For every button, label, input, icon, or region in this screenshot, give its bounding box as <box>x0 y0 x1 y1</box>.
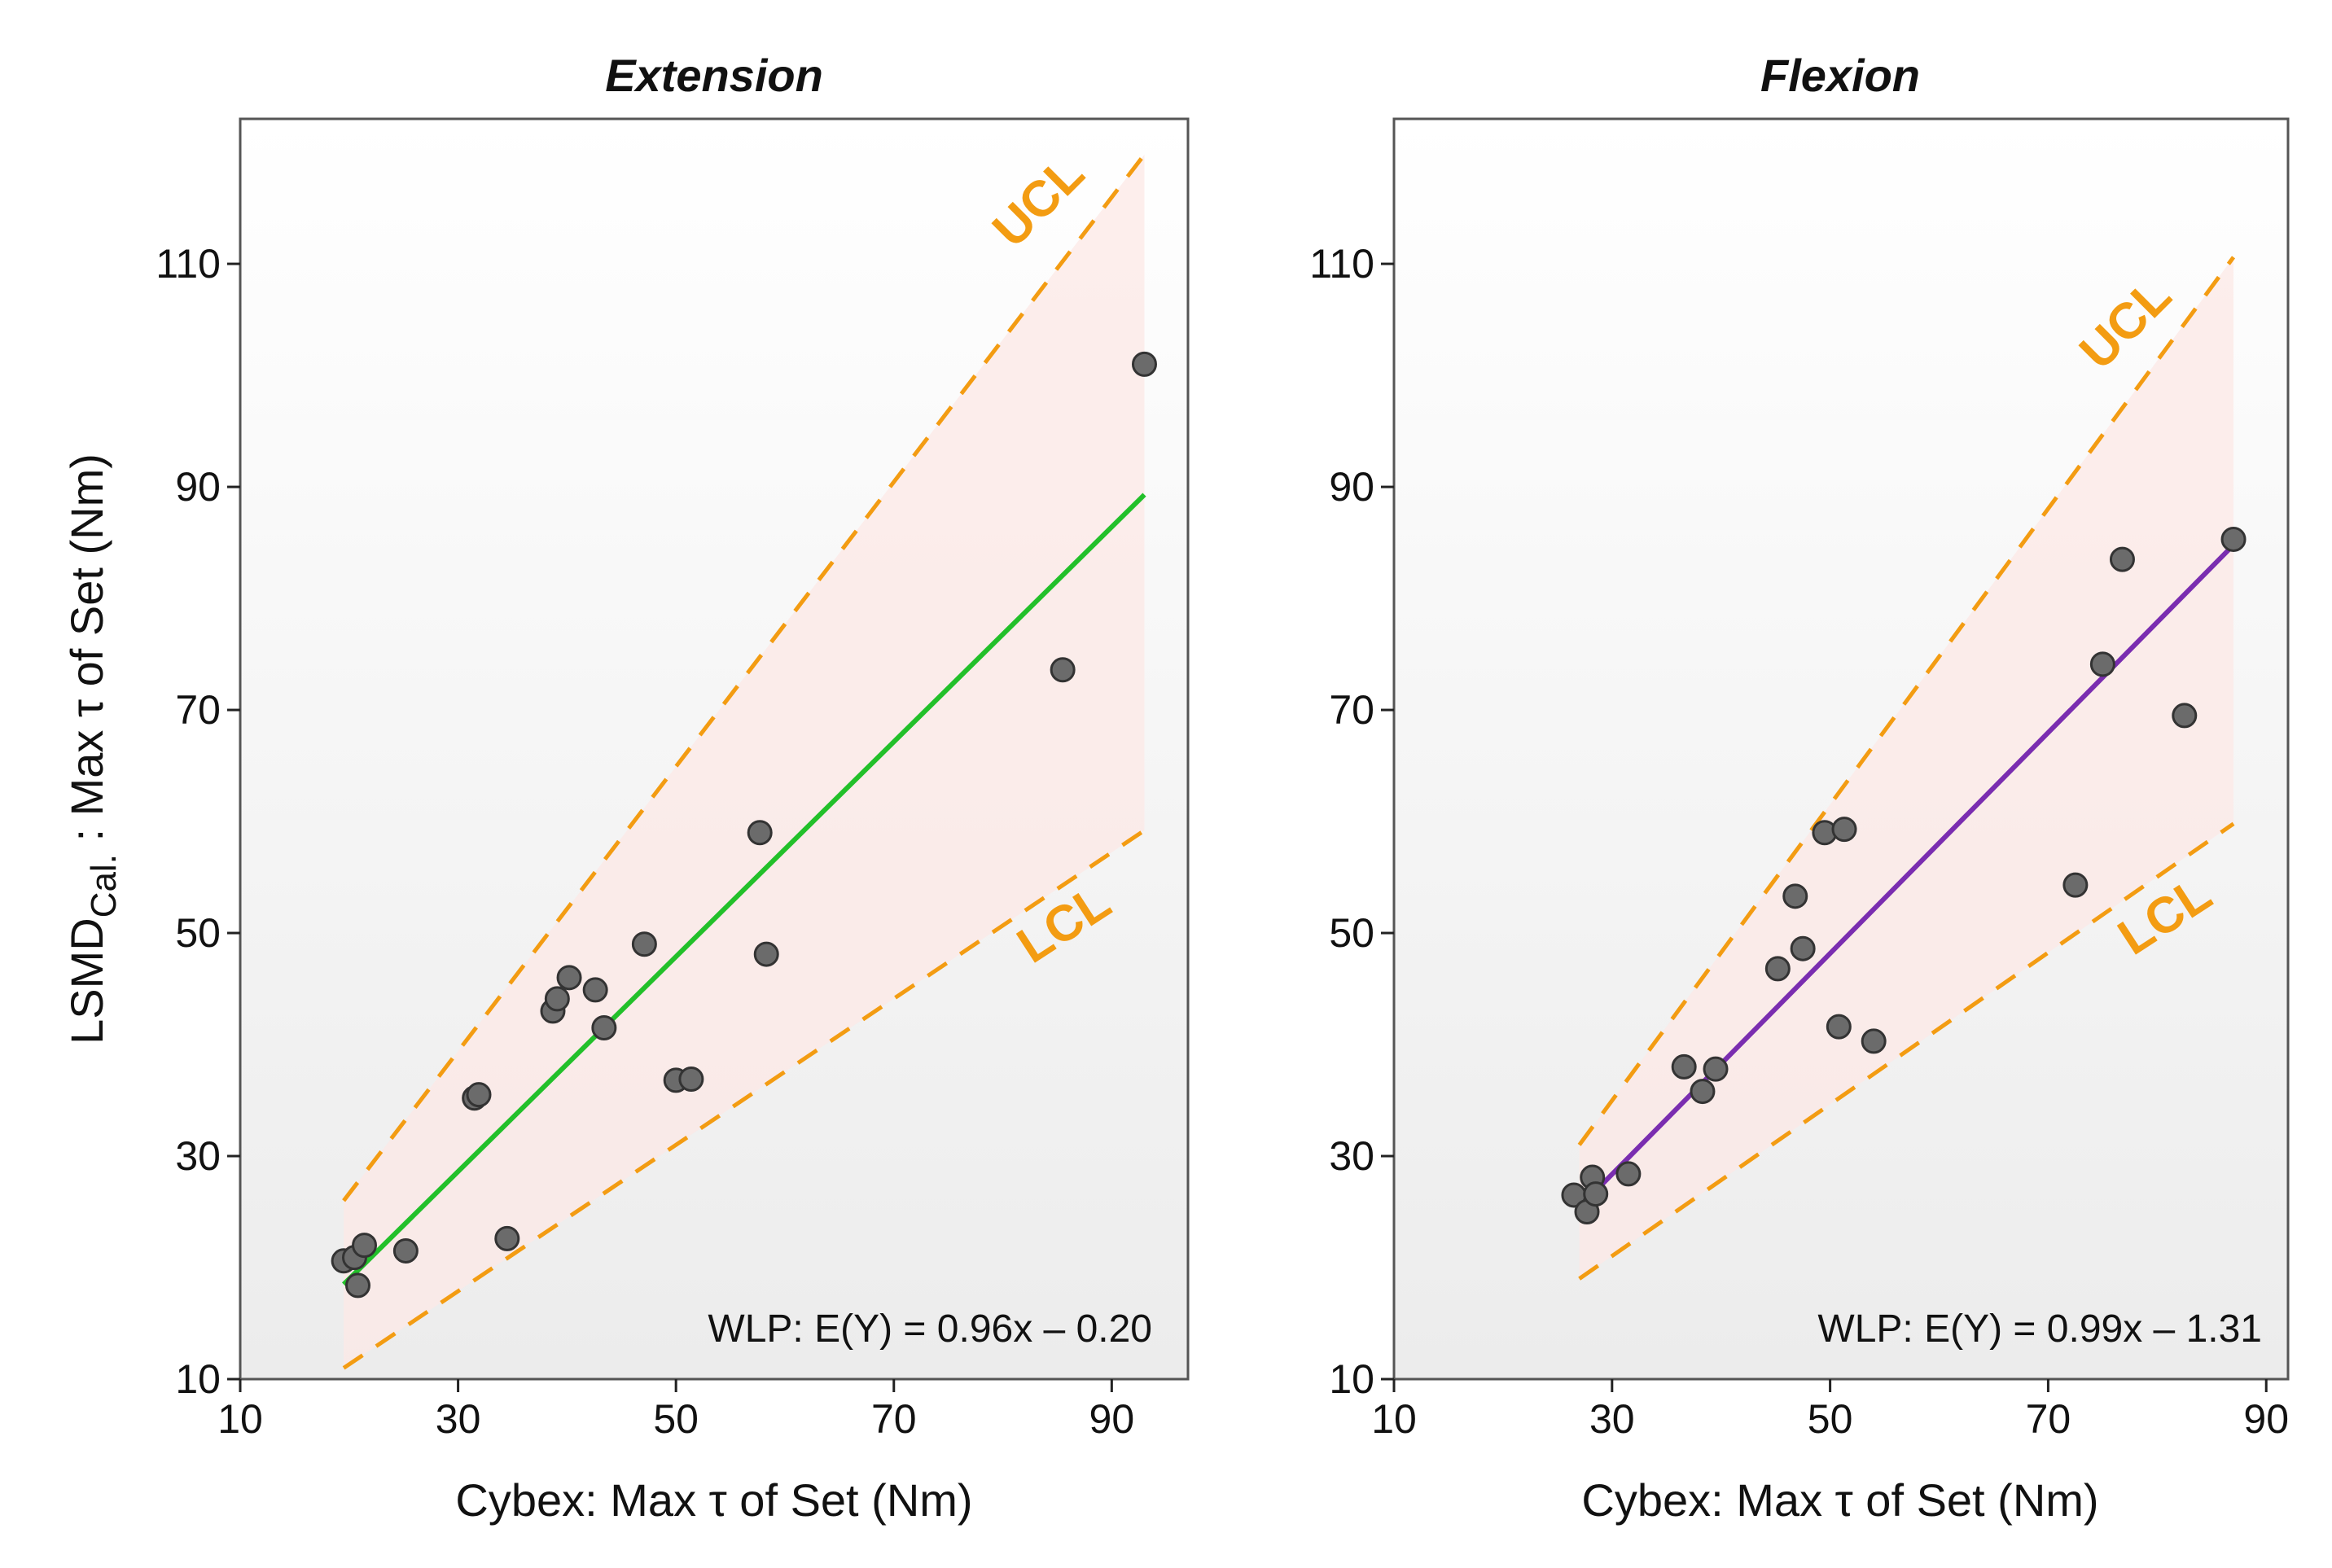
flexion-data-point <box>2089 651 2115 677</box>
flexion-data-point <box>1690 1079 1716 1105</box>
extension-fit-line <box>341 493 1146 1286</box>
flexion-y-tick-label: 70 <box>1329 687 1374 733</box>
y-axis-title-subscript: Cal. <box>84 854 124 918</box>
extension-y-tick-label: 30 <box>175 1133 221 1179</box>
extension-data-point <box>466 1082 492 1108</box>
flexion-data-point <box>2220 526 2247 552</box>
extension-data-point <box>556 965 582 991</box>
extension-x-tick-label: 50 <box>653 1396 699 1442</box>
extension-data-point <box>1131 351 1157 377</box>
extension-frame <box>239 117 1190 1381</box>
extension-ucl-line <box>342 153 1146 1202</box>
extension-x-tick-label: 10 <box>217 1396 263 1442</box>
flexion-frame <box>1392 117 2290 1381</box>
extension-data-point <box>352 1233 378 1259</box>
flexion-data-point <box>2109 546 2135 572</box>
extension-y-tick-label: 90 <box>175 464 221 510</box>
flexion-x-ticks: 10 30 50 70 90 <box>1371 1379 2289 1442</box>
flexion-x-axis-title: Cybex: Max τ of Set (Nm) <box>1581 1474 2098 1526</box>
flexion-data-point <box>1764 956 1791 982</box>
extension-x-axis-title: Cybex: Max τ of Set (Nm) <box>455 1474 972 1526</box>
extension-lcl-line <box>342 828 1146 1370</box>
extension-data-point <box>392 1237 419 1264</box>
flexion-data-point <box>1790 935 1816 961</box>
extension-y-tick-label: 110 <box>156 241 221 287</box>
extension-data-point <box>494 1225 520 1251</box>
extension-points <box>331 351 1157 1299</box>
flexion-data-point <box>1583 1181 1609 1207</box>
extension-y-tick-label: 70 <box>175 687 221 733</box>
flexion-data-point <box>1826 1014 1852 1040</box>
extension-data-point <box>344 1272 370 1299</box>
extension-x-ticks: 10 30 50 70 90 <box>217 1379 1134 1442</box>
extension-x-tick-label: 70 <box>871 1396 917 1442</box>
extension-x-tick-label: 90 <box>1089 1396 1135 1442</box>
extension-confidence-band <box>344 154 1145 1369</box>
extension-lines <box>341 153 1146 1370</box>
flexion-y-ticks: 10 30 50 70 90 110 <box>1309 241 1394 1402</box>
flexion-lines <box>1577 256 2236 1281</box>
extension-data-point <box>753 941 779 967</box>
flexion-y-tick-label: 90 <box>1329 464 1374 510</box>
flexion-x-tick-label: 10 <box>1371 1396 1417 1442</box>
extension-title: Extension <box>605 50 823 101</box>
flexion-ucl-line <box>1577 256 2236 1146</box>
flexion-lcl-line <box>1578 821 2235 1281</box>
flexion-y-tick-label: 10 <box>1329 1356 1374 1402</box>
flexion-y-tick-label: 110 <box>1309 241 1374 287</box>
extension-y-tick-label: 50 <box>175 910 221 956</box>
flexion-data-point <box>1671 1053 1697 1080</box>
extension-data-point <box>631 931 657 957</box>
y-axis-title-main: LSMD <box>61 918 112 1045</box>
extension-x-tick-label: 30 <box>436 1396 481 1442</box>
flexion-y-tick-label: 30 <box>1329 1133 1374 1179</box>
flexion-x-tick-label: 50 <box>1808 1396 1853 1442</box>
flexion-data-point <box>2172 703 2198 729</box>
flexion-data-point <box>1615 1161 1642 1187</box>
flexion-confidence-band <box>1579 256 2233 1279</box>
flexion-fit-line <box>1577 543 2236 1210</box>
flexion-x-tick-label: 70 <box>2026 1396 2071 1442</box>
flexion-title: Flexion <box>1760 50 1920 101</box>
extension-data-point <box>678 1066 704 1092</box>
extension-equation: WLP: E(Y) = 0.96x – 0.20 <box>708 1307 1152 1351</box>
extension-data-point <box>1050 657 1076 683</box>
y-axis-title: LSMDCal. : Max τ of Set (Nm) <box>61 453 124 1045</box>
flexion-data-point <box>1782 883 1808 909</box>
flexion-data-point <box>1861 1028 1887 1054</box>
flexion-data-point <box>1831 817 1857 843</box>
flexion-y-tick-label: 50 <box>1329 910 1374 956</box>
extension-data-point <box>591 1014 617 1040</box>
extension-data-point <box>747 820 773 846</box>
flexion-x-tick-label: 30 <box>1589 1396 1635 1442</box>
flexion-points <box>1561 526 2247 1225</box>
flexion-data-point <box>2062 872 2089 898</box>
flexion-equation: WLP: E(Y) = 0.99x – 1.31 <box>1817 1307 2262 1351</box>
extension-y-ticks: 10 30 50 70 90 110 <box>156 241 240 1402</box>
y-axis-title-rest: : Max τ of Set (Nm) <box>61 453 112 854</box>
flexion-band-area <box>1579 256 2233 1279</box>
extension-data-point <box>544 986 570 1012</box>
extension-band-area <box>344 154 1145 1369</box>
extension-data-point <box>582 977 608 1003</box>
extension-y-tick-label: 10 <box>175 1356 221 1402</box>
flexion-data-point <box>1703 1056 1729 1082</box>
flexion-x-tick-label: 90 <box>2243 1396 2289 1442</box>
